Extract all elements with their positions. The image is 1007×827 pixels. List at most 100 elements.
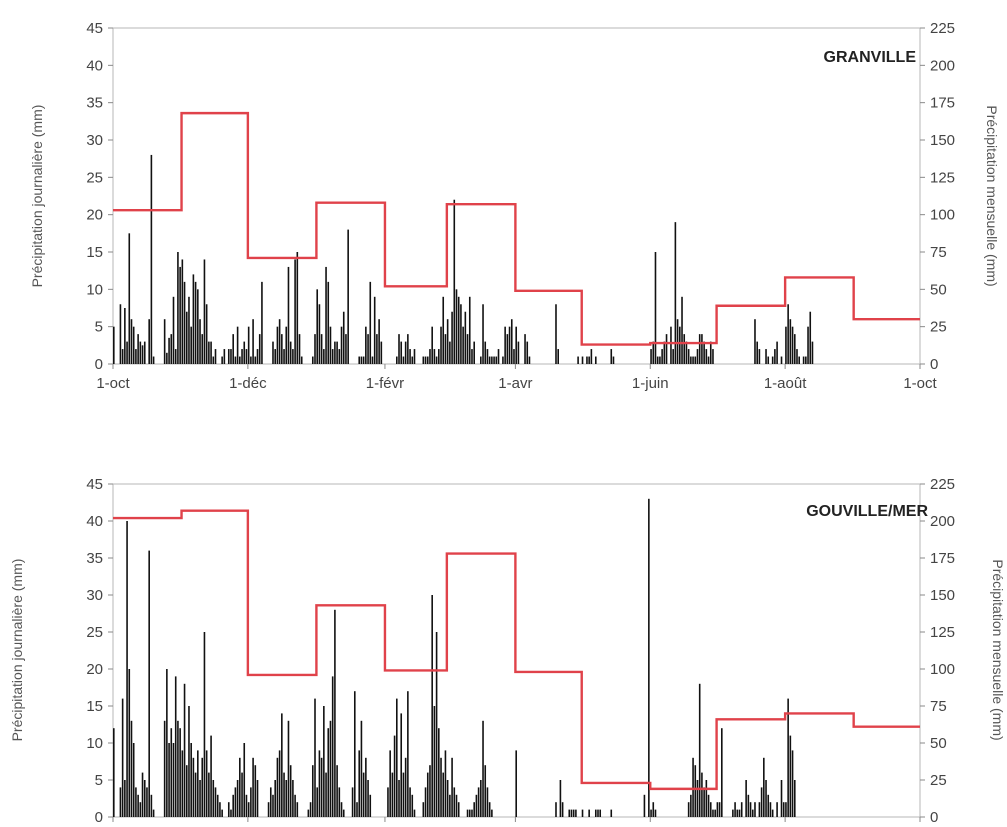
y2-tick-label-4: 100 [930,207,955,224]
daily-bar-171 [670,326,672,364]
y-tick-label-4: 20 [86,661,103,678]
y-tick-label-7: 35 [86,95,103,112]
daily-bar-198 [776,341,778,364]
daily-bar-68 [289,765,292,817]
daily-bar-142 [502,356,504,364]
daily-bar-107 [407,691,409,817]
daily-bar-28 [190,326,192,364]
daily-bar-103 [398,780,400,817]
daily-bar-188 [765,780,767,817]
daily-bar-4 [126,521,128,817]
daily-bar-19 [168,743,170,817]
daily-bar-135 [482,720,484,817]
daily-bar-32 [197,750,199,817]
daily-bar-197 [774,349,776,364]
daily-bar-159 [590,349,593,364]
daily-bar-187 [763,757,765,817]
daily-bar-138 [491,356,493,364]
daily-bar-100 [396,356,398,364]
daily-bar-194 [782,802,785,817]
daily-bar-71 [296,802,299,817]
daily-bar-83 [331,676,334,817]
daily-bar-151 [526,341,529,364]
daily-bar-189 [767,794,770,817]
daily-bar-199 [780,356,783,364]
daily-bar-175 [732,809,734,817]
daily-bar-91 [356,802,358,817]
y2-tick-label-3: 75 [930,244,947,261]
y2-tick-label-0: 0 [930,356,938,373]
daily-bar-35 [203,632,206,817]
daily-bar-20 [170,728,173,817]
daily-bar-95 [365,757,367,817]
daily-bar-7 [132,743,135,817]
daily-bar-28 [188,706,190,817]
daily-bar-6 [130,319,133,364]
daily-bar-97 [369,794,372,817]
y2-tick-label-3: 75 [930,698,947,715]
daily-bar-162 [612,356,615,364]
daily-bar-43 [221,809,223,817]
daily-bar-43 [230,349,232,364]
daily-bar-84 [338,349,341,364]
y-tick-label-5: 25 [86,624,103,641]
daily-bar-150 [524,334,526,364]
daily-bar-39 [212,780,215,817]
daily-bar-47 [234,787,237,817]
y-tick-label-3: 15 [86,698,103,715]
daily-bar-50 [245,349,248,364]
daily-bar-127 [457,802,460,817]
daily-bar-137 [486,787,489,817]
daily-bar-56 [254,765,257,817]
daily-bar-164 [698,683,701,817]
daily-bar-111 [422,802,425,817]
daily-bar-33 [199,780,201,817]
daily-bar-58 [272,341,274,364]
daily-bar-144 [506,334,509,364]
daily-bar-149 [588,809,590,817]
y-tick-label-0: 0 [95,356,103,373]
daily-bar-56 [258,334,261,364]
daily-bar-169 [709,802,712,817]
daily-bar-126 [460,304,462,364]
daily-bar-184 [754,802,756,817]
daily-bar-93 [367,334,369,364]
daily-bar-22 [177,252,179,364]
daily-bar-200 [785,326,787,364]
station-label: GRANVILLE [824,49,917,66]
daily-bar-186 [703,341,705,364]
daily-bar-181 [692,356,694,364]
daily-bar-131 [473,802,475,817]
daily-bar-143 [561,802,564,817]
y2-tick-label-7: 175 [930,95,955,112]
daily-bar-181 [747,794,750,817]
daily-bar-74 [316,289,319,364]
daily-bar-198 [791,750,794,817]
station-label: GOUVILLE/MER [806,503,928,520]
daily-bar-177 [736,809,739,817]
daily-bar-165 [654,252,657,364]
daily-bar-189 [709,341,712,364]
daily-bar-52 [245,794,248,817]
daily-bar-102 [396,698,398,817]
daily-bar-40 [214,787,217,817]
x-tick-label-0: 1-oct [96,375,130,392]
daily-bar-31 [194,772,197,817]
daily-bar-96 [367,780,369,817]
daily-bar-16 [152,809,155,817]
daily-bar-192 [776,802,778,817]
daily-bar-69 [292,780,294,817]
daily-bar-187 [705,349,708,364]
x-tick-label-2: 1-févr [366,375,404,392]
daily-bar-13 [148,319,150,364]
daily-bar-11 [141,772,144,817]
daily-bar-193 [780,780,783,817]
daily-bar-155 [577,356,579,364]
daily-bar-75 [314,698,316,817]
daily-bar-6 [130,720,133,817]
y-tick-label-9: 45 [86,476,103,493]
daily-bar-29 [192,274,195,364]
daily-bar-36 [205,750,208,817]
daily-bar-97 [376,334,378,364]
